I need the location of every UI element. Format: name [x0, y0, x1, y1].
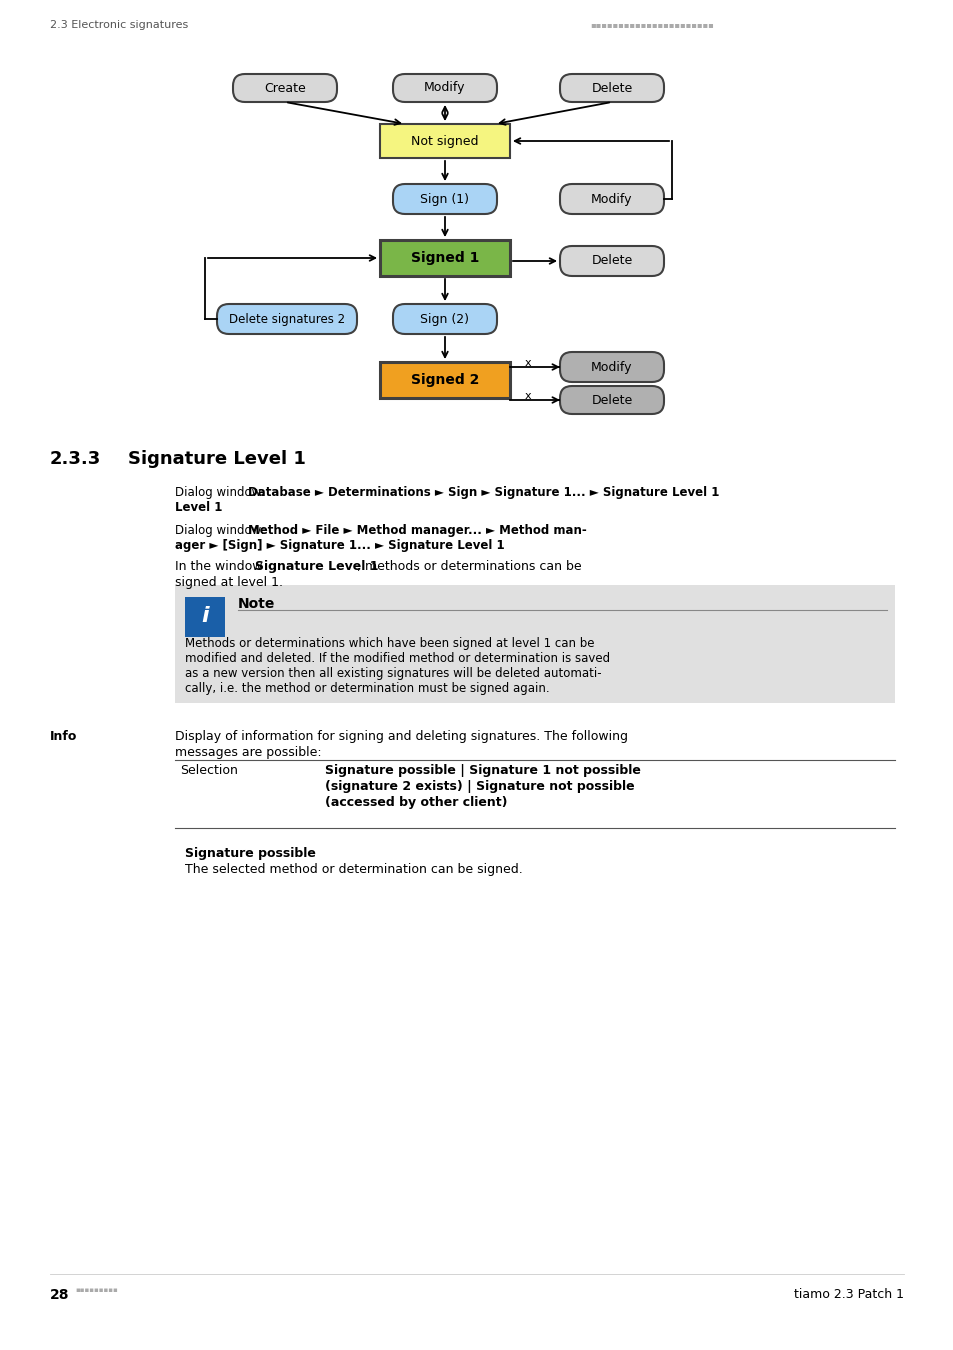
Text: 28: 28 — [50, 1288, 70, 1301]
FancyBboxPatch shape — [559, 246, 663, 275]
Text: ager ► [Sign] ► Signature 1... ► Signature Level 1: ager ► [Sign] ► Signature 1... ► Signatu… — [174, 539, 504, 552]
Text: Note: Note — [237, 597, 275, 612]
Text: Not signed: Not signed — [411, 135, 478, 147]
Text: cally, i.e. the method or determination must be signed again.: cally, i.e. the method or determination … — [185, 682, 549, 695]
Text: Modify: Modify — [591, 360, 632, 374]
Text: Info: Info — [50, 730, 77, 742]
Text: Sign (1): Sign (1) — [420, 193, 469, 205]
Text: Delete: Delete — [591, 81, 632, 95]
FancyBboxPatch shape — [559, 352, 663, 382]
Text: Signed 1: Signed 1 — [411, 251, 478, 265]
Text: Delete signatures 2: Delete signatures 2 — [229, 312, 345, 325]
Text: Methods or determinations which have been signed at level 1 can be: Methods or determinations which have bee… — [185, 637, 594, 649]
FancyBboxPatch shape — [559, 184, 663, 215]
Text: messages are possible:: messages are possible: — [174, 747, 321, 759]
Bar — [379, 124, 510, 158]
FancyBboxPatch shape — [233, 74, 336, 103]
FancyBboxPatch shape — [393, 74, 497, 103]
Text: , methods or determinations can be: , methods or determinations can be — [356, 560, 581, 572]
Text: Delete: Delete — [591, 393, 632, 406]
FancyBboxPatch shape — [393, 184, 497, 215]
Bar — [379, 362, 510, 398]
Text: signed at level 1.: signed at level 1. — [174, 576, 283, 589]
Text: tiamo 2.3 Patch 1: tiamo 2.3 Patch 1 — [793, 1288, 903, 1301]
Bar — [174, 585, 894, 703]
Text: Display of information for signing and deleting signatures. The following: Display of information for signing and d… — [174, 730, 627, 742]
Text: Database ► Determinations ► Sign ► Signature 1... ► Signature Level 1: Database ► Determinations ► Sign ► Signa… — [248, 486, 719, 500]
Text: Create: Create — [264, 81, 306, 95]
Text: ▪▪▪▪▪▪▪▪▪▪▪▪▪▪▪▪▪▪▪▪▪▪: ▪▪▪▪▪▪▪▪▪▪▪▪▪▪▪▪▪▪▪▪▪▪ — [589, 20, 713, 28]
FancyBboxPatch shape — [559, 386, 663, 414]
Text: ▪▪▪▪▪▪▪▪▪: ▪▪▪▪▪▪▪▪▪ — [75, 1287, 117, 1293]
Text: Sign (2): Sign (2) — [420, 312, 469, 325]
Text: as a new version then all existing signatures will be deleted automati-: as a new version then all existing signa… — [185, 667, 601, 680]
Text: Level 1: Level 1 — [174, 501, 222, 514]
Bar — [185, 597, 225, 637]
Text: x: x — [524, 358, 531, 369]
Text: Signature possible | Signature 1 not possible: Signature possible | Signature 1 not pos… — [325, 764, 640, 778]
Text: Delete: Delete — [591, 255, 632, 267]
Text: Modify: Modify — [591, 193, 632, 205]
Text: Signature possible: Signature possible — [185, 846, 315, 860]
Text: x: x — [524, 392, 531, 401]
Text: 2.3.3: 2.3.3 — [50, 450, 101, 468]
Text: Signature Level 1: Signature Level 1 — [128, 450, 306, 468]
Text: (signature 2 exists) | Signature not possible: (signature 2 exists) | Signature not pos… — [325, 780, 634, 792]
Text: Dialog window:: Dialog window: — [174, 524, 268, 537]
Text: (accessed by other client): (accessed by other client) — [325, 796, 507, 809]
FancyBboxPatch shape — [559, 74, 663, 103]
Text: Dialog window:: Dialog window: — [174, 486, 268, 500]
Text: Signed 2: Signed 2 — [411, 373, 478, 387]
Bar — [379, 240, 510, 275]
FancyBboxPatch shape — [216, 304, 356, 333]
Text: The selected method or determination can be signed.: The selected method or determination can… — [185, 863, 522, 876]
Text: Selection: Selection — [180, 764, 237, 778]
Text: Modify: Modify — [424, 81, 465, 95]
FancyBboxPatch shape — [393, 304, 497, 333]
Text: Method ► File ► Method manager... ► Method man-: Method ► File ► Method manager... ► Meth… — [248, 524, 586, 537]
Text: In the window: In the window — [174, 560, 266, 572]
Text: 2.3 Electronic signatures: 2.3 Electronic signatures — [50, 20, 188, 30]
Text: Signature Level 1: Signature Level 1 — [254, 560, 378, 572]
Text: modified and deleted. If the modified method or determination is saved: modified and deleted. If the modified me… — [185, 652, 610, 666]
Text: i: i — [201, 606, 209, 626]
